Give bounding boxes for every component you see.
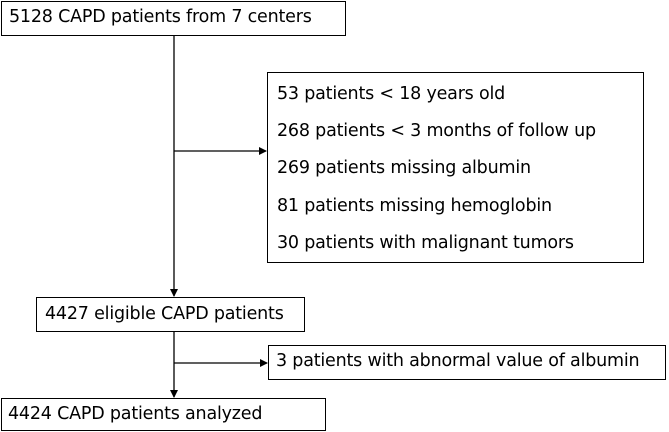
- exclusion-item: 269 patients missing albumin: [277, 158, 531, 178]
- final-box: [1, 398, 326, 431]
- start-box: [1, 1, 346, 36]
- exclusions-box-1: [267, 72, 644, 263]
- eligible-text: 4427 eligible CAPD patients: [45, 304, 284, 324]
- eligible-box: [36, 297, 305, 332]
- exclusion-item: 268 patients < 3 months of follow up: [277, 121, 596, 141]
- exclusion-item: 81 patients missing hemoglobin: [277, 196, 552, 216]
- exclusion-box-2: [268, 345, 666, 380]
- exclusion-item: 30 patients with malignant tumors: [277, 233, 574, 253]
- start-text: 5128 CAPD patients from 7 centers: [9, 7, 312, 27]
- exclusion-item: 53 patients < 18 years old: [277, 84, 506, 104]
- final-text: 4424 CAPD patients analyzed: [8, 404, 263, 424]
- exclusion-2-text: 3 patients with abnormal value of albumi…: [276, 351, 640, 371]
